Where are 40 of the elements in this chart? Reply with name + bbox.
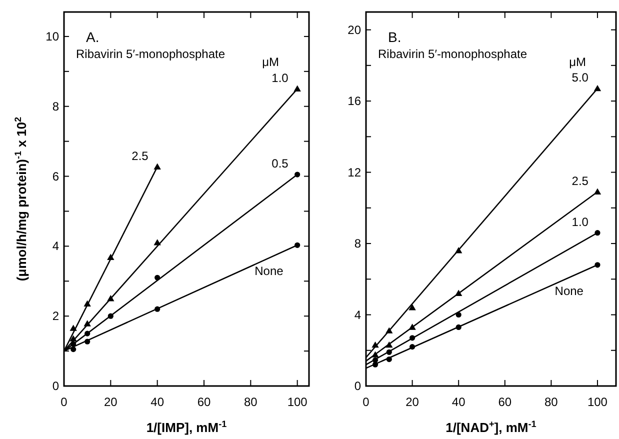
series-label: 2.5 (572, 174, 589, 188)
y-tick-label: 12 (348, 165, 362, 180)
y-tick-label: 10 (46, 29, 60, 44)
x-tick-label: 100 (287, 395, 308, 409)
series-label: 0.5 (272, 156, 289, 171)
y-tick-label: 20 (348, 22, 362, 37)
annotation: μM (262, 55, 279, 69)
x-tick-label: 80 (244, 395, 258, 409)
annotation: μM (569, 55, 586, 69)
x-tick-label: 40 (452, 395, 466, 409)
y-tick-label: 2 (52, 309, 60, 324)
annotation: A. (86, 29, 100, 45)
x-tick-label: 80 (544, 395, 558, 409)
x-tick-label: 0 (60, 395, 68, 409)
series-label: 2.5 (132, 148, 149, 163)
x-tick-label: 60 (498, 395, 512, 409)
x-axis-title: 1/[NAD$^{+}$], mM$^{-1}$ (446, 419, 536, 435)
series-label: None (254, 264, 284, 278)
series-label: None (554, 284, 584, 298)
y-tick-label: 6 (52, 169, 60, 184)
series-label: 5.0 (572, 70, 589, 85)
y-tick-label: 8 (354, 236, 362, 251)
y-tick-label: 4 (354, 308, 362, 322)
x-tick-label: 20 (406, 395, 420, 409)
annotation: Ribavirin 5′-monophosphate (76, 47, 226, 61)
x-tick-label: 0 (362, 395, 370, 409)
y-tick-label: 8 (52, 99, 60, 114)
y-tick-label: 0 (354, 379, 362, 393)
y-tick-label: 4 (52, 239, 60, 254)
annotation: Ribavirin 5′-monophosphate (378, 47, 528, 61)
x-tick-label: 60 (197, 395, 211, 409)
y-tick-label: 16 (348, 94, 362, 108)
x-tick-label: 100 (587, 395, 608, 409)
y-tick-label: 0 (52, 379, 60, 393)
series-label: 1.0 (572, 214, 589, 229)
x-tick-label: 40 (150, 395, 164, 409)
x-axis-title: 1/[IMP], mM$^{-1}$ (146, 419, 227, 435)
legend-label: 1.0 (272, 70, 289, 85)
annotation: B. (388, 29, 402, 45)
x-tick-label: 20 (104, 395, 118, 409)
